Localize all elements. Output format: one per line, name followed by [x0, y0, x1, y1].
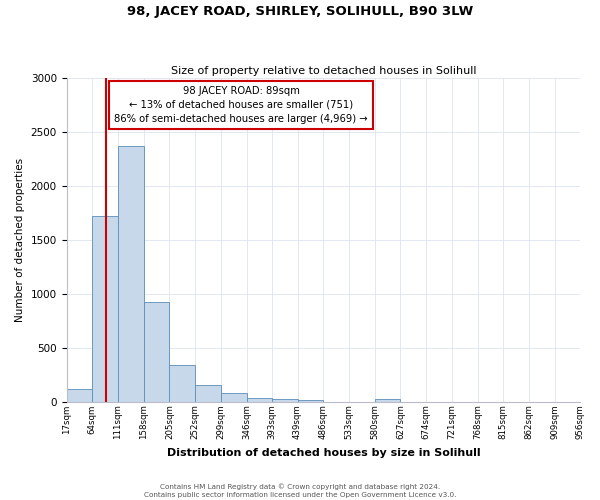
Bar [272, 400, 298, 402]
Bar [118, 146, 144, 402]
Bar [221, 393, 247, 402]
Bar [298, 400, 323, 402]
Bar [144, 302, 169, 402]
Bar [374, 400, 400, 402]
Text: Contains HM Land Registry data © Crown copyright and database right 2024.
Contai: Contains HM Land Registry data © Crown c… [144, 484, 456, 498]
X-axis label: Distribution of detached houses by size in Solihull: Distribution of detached houses by size … [167, 448, 481, 458]
Bar [67, 388, 92, 402]
Text: 98, JACEY ROAD, SHIRLEY, SOLIHULL, B90 3LW: 98, JACEY ROAD, SHIRLEY, SOLIHULL, B90 3… [127, 5, 473, 18]
Y-axis label: Number of detached properties: Number of detached properties [15, 158, 25, 322]
Text: 98 JACEY ROAD: 89sqm
← 13% of detached houses are smaller (751)
86% of semi-deta: 98 JACEY ROAD: 89sqm ← 13% of detached h… [115, 86, 368, 124]
Bar [247, 398, 272, 402]
Bar [195, 386, 221, 402]
Bar [92, 216, 118, 402]
Bar [169, 365, 195, 402]
Title: Size of property relative to detached houses in Solihull: Size of property relative to detached ho… [171, 66, 476, 76]
